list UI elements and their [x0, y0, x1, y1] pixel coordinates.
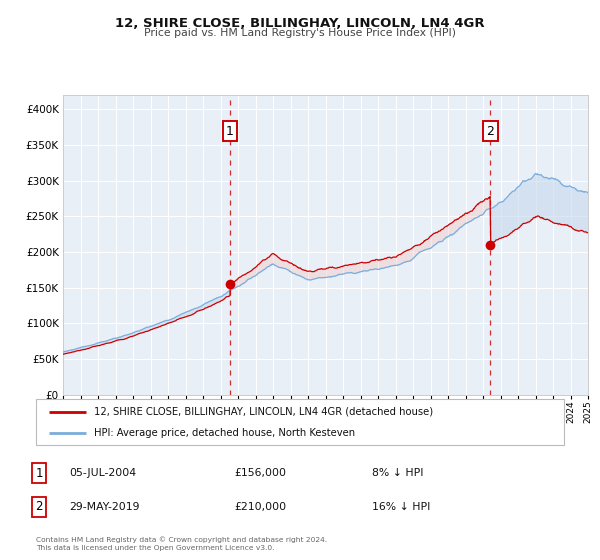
Text: 12, SHIRE CLOSE, BILLINGHAY, LINCOLN, LN4 4GR: 12, SHIRE CLOSE, BILLINGHAY, LINCOLN, LN… [115, 17, 485, 30]
Text: 05-JUL-2004: 05-JUL-2004 [69, 468, 136, 478]
Text: 12, SHIRE CLOSE, BILLINGHAY, LINCOLN, LN4 4GR (detached house): 12, SHIRE CLOSE, BILLINGHAY, LINCOLN, LN… [94, 407, 433, 417]
Text: £156,000: £156,000 [234, 468, 286, 478]
Text: 16% ↓ HPI: 16% ↓ HPI [372, 502, 430, 512]
Text: 8% ↓ HPI: 8% ↓ HPI [372, 468, 424, 478]
FancyBboxPatch shape [36, 399, 564, 445]
Text: HPI: Average price, detached house, North Kesteven: HPI: Average price, detached house, Nort… [94, 428, 355, 438]
Text: Contains HM Land Registry data © Crown copyright and database right 2024.: Contains HM Land Registry data © Crown c… [36, 536, 327, 543]
Text: 1: 1 [35, 466, 43, 480]
Text: £210,000: £210,000 [234, 502, 286, 512]
Text: 2: 2 [35, 500, 43, 514]
Text: 1: 1 [226, 125, 234, 138]
Text: 29-MAY-2019: 29-MAY-2019 [69, 502, 139, 512]
Text: Price paid vs. HM Land Registry's House Price Index (HPI): Price paid vs. HM Land Registry's House … [144, 28, 456, 38]
Text: 2: 2 [486, 125, 494, 138]
Text: This data is licensed under the Open Government Licence v3.0.: This data is licensed under the Open Gov… [36, 545, 275, 552]
